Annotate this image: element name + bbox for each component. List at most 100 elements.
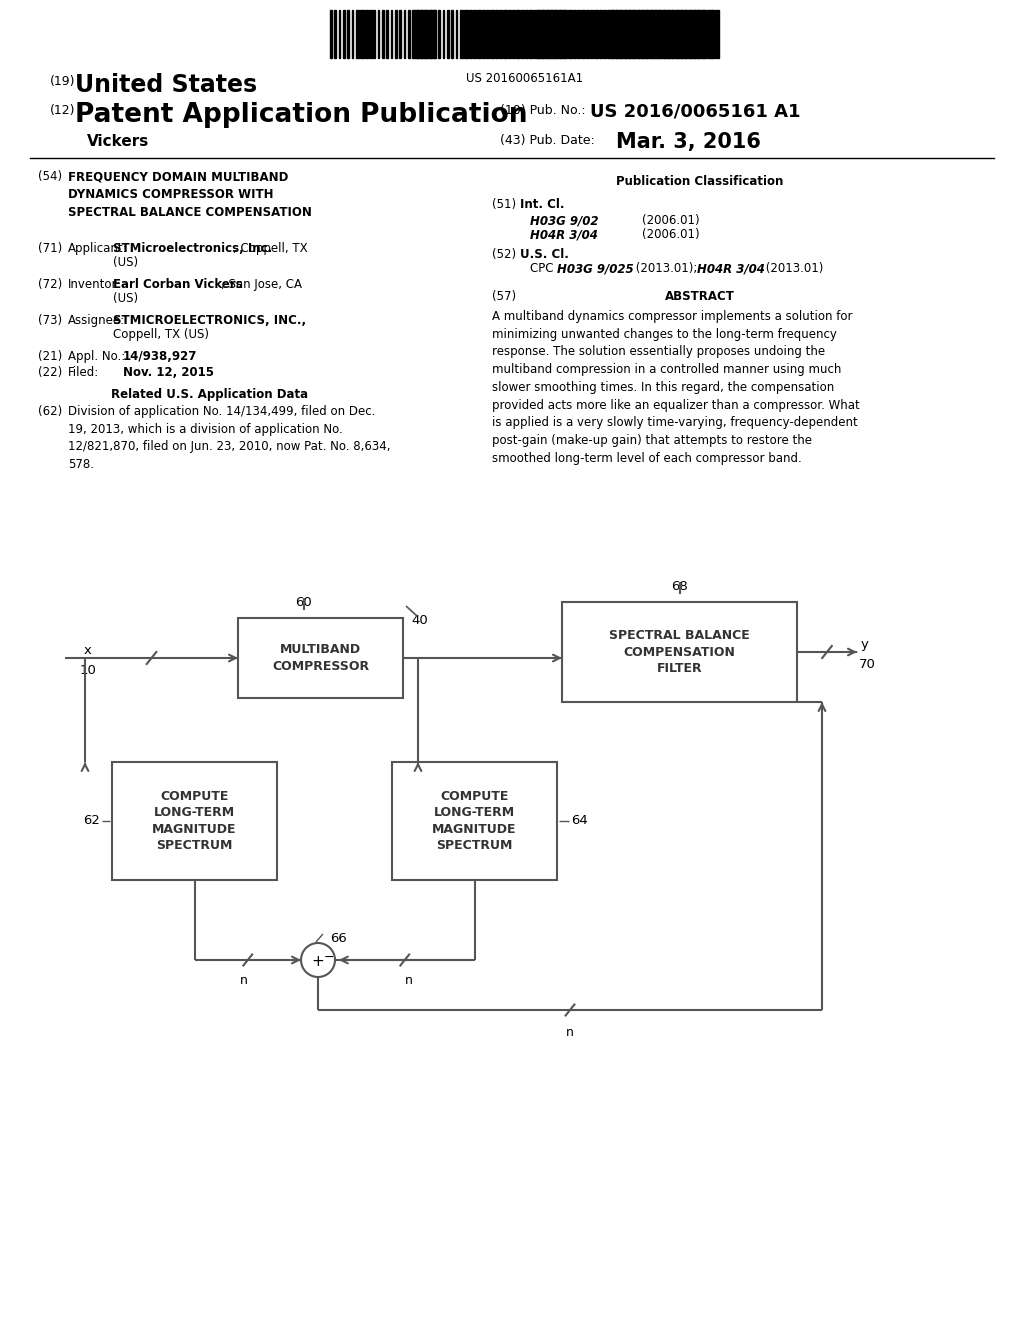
Bar bbox=[551, 11, 556, 58]
Bar bbox=[516, 11, 520, 58]
Bar bbox=[543, 11, 548, 58]
Text: Mar. 3, 2016: Mar. 3, 2016 bbox=[616, 132, 761, 152]
Bar bbox=[525, 11, 528, 58]
Bar bbox=[707, 11, 713, 58]
Bar bbox=[365, 11, 369, 58]
Text: (52): (52) bbox=[492, 248, 516, 261]
Bar bbox=[512, 11, 515, 58]
Text: 70: 70 bbox=[858, 657, 876, 671]
Text: Coppell, TX (US): Coppell, TX (US) bbox=[113, 327, 209, 341]
Bar bbox=[650, 11, 655, 58]
Bar bbox=[473, 11, 476, 58]
Bar bbox=[673, 11, 678, 58]
Bar bbox=[590, 11, 594, 58]
Bar bbox=[413, 11, 418, 58]
Bar bbox=[378, 11, 380, 58]
Bar bbox=[616, 11, 622, 58]
Text: (10) Pub. No.:: (10) Pub. No.: bbox=[500, 104, 586, 117]
Bar bbox=[238, 618, 403, 698]
Text: +: + bbox=[311, 953, 325, 969]
Bar bbox=[456, 11, 458, 58]
Bar bbox=[330, 11, 332, 58]
Text: MULTIBAND
COMPRESSOR: MULTIBAND COMPRESSOR bbox=[272, 643, 369, 673]
Bar bbox=[642, 11, 647, 58]
Bar bbox=[690, 11, 695, 58]
Text: (US): (US) bbox=[113, 256, 138, 269]
Bar bbox=[495, 11, 498, 58]
Bar bbox=[621, 11, 626, 58]
Text: (51): (51) bbox=[492, 198, 516, 211]
Text: 60: 60 bbox=[296, 597, 312, 609]
Bar bbox=[564, 11, 567, 58]
Text: Applicant:: Applicant: bbox=[68, 242, 128, 255]
Bar bbox=[716, 11, 719, 58]
Bar bbox=[702, 11, 707, 58]
Bar bbox=[568, 11, 571, 58]
Bar bbox=[677, 11, 682, 58]
Bar bbox=[442, 11, 444, 58]
Text: 64: 64 bbox=[571, 814, 588, 828]
Bar bbox=[560, 11, 565, 58]
Text: H04R 3/04: H04R 3/04 bbox=[530, 228, 598, 242]
Bar bbox=[586, 11, 589, 58]
Bar bbox=[434, 11, 436, 58]
Bar bbox=[425, 11, 430, 58]
Text: STMicroelectronics, Inc.: STMicroelectronics, Inc. bbox=[113, 242, 272, 255]
Bar bbox=[351, 11, 353, 58]
Text: 14/938,927: 14/938,927 bbox=[123, 350, 198, 363]
Bar bbox=[382, 11, 384, 58]
Bar bbox=[664, 11, 669, 58]
Text: Appl. No.:: Appl. No.: bbox=[68, 350, 125, 363]
Bar bbox=[391, 11, 392, 58]
Bar bbox=[438, 11, 440, 58]
Bar bbox=[356, 11, 359, 58]
Text: Vickers: Vickers bbox=[87, 135, 150, 149]
Text: CPC .: CPC . bbox=[530, 261, 565, 275]
Bar bbox=[464, 11, 468, 58]
Text: U.S. Cl.: U.S. Cl. bbox=[520, 248, 569, 261]
Text: A multiband dynamics compressor implements a solution for
minimizing unwanted ch: A multiband dynamics compressor implemen… bbox=[492, 310, 860, 465]
Text: Patent Application Publication: Patent Application Publication bbox=[75, 102, 527, 128]
Bar bbox=[460, 11, 464, 58]
Bar bbox=[611, 11, 616, 58]
Bar bbox=[343, 11, 345, 58]
Text: (72): (72) bbox=[38, 279, 62, 290]
Text: y: y bbox=[861, 638, 869, 651]
Text: (57): (57) bbox=[492, 290, 516, 304]
Text: Inventor:: Inventor: bbox=[68, 279, 121, 290]
Bar bbox=[659, 11, 665, 58]
Text: Earl Corban Vickers: Earl Corban Vickers bbox=[113, 279, 243, 290]
Text: (2013.01): (2013.01) bbox=[762, 261, 823, 275]
Text: n: n bbox=[566, 1026, 573, 1039]
Bar bbox=[538, 11, 543, 58]
Text: Nov. 12, 2015: Nov. 12, 2015 bbox=[123, 366, 214, 379]
Bar bbox=[577, 11, 581, 58]
Bar bbox=[334, 11, 336, 58]
Text: United States: United States bbox=[75, 73, 257, 96]
Bar bbox=[447, 11, 449, 58]
Bar bbox=[668, 11, 673, 58]
Text: H03G 9/02: H03G 9/02 bbox=[530, 214, 598, 227]
Text: ABSTRACT: ABSTRACT bbox=[665, 290, 735, 304]
Text: −: − bbox=[324, 950, 335, 964]
Text: (2013.01);: (2013.01); bbox=[632, 261, 701, 275]
Text: , San Jose, CA: , San Jose, CA bbox=[221, 279, 302, 290]
Text: US 20160065161A1: US 20160065161A1 bbox=[467, 73, 584, 84]
Bar bbox=[386, 11, 388, 58]
Bar bbox=[534, 11, 539, 58]
Text: 40: 40 bbox=[411, 614, 428, 627]
Bar bbox=[599, 11, 602, 58]
Bar bbox=[486, 11, 489, 58]
Bar bbox=[646, 11, 651, 58]
Bar bbox=[417, 11, 422, 58]
Bar bbox=[469, 11, 472, 58]
Text: (43) Pub. Date:: (43) Pub. Date: bbox=[500, 135, 595, 147]
Text: n: n bbox=[240, 974, 248, 987]
Text: US 2016/0065161 A1: US 2016/0065161 A1 bbox=[590, 102, 801, 120]
Bar bbox=[582, 11, 585, 58]
Text: (19): (19) bbox=[50, 75, 76, 88]
Bar bbox=[555, 11, 560, 58]
Bar bbox=[481, 11, 485, 58]
Bar bbox=[347, 11, 349, 58]
Text: n: n bbox=[404, 974, 413, 987]
